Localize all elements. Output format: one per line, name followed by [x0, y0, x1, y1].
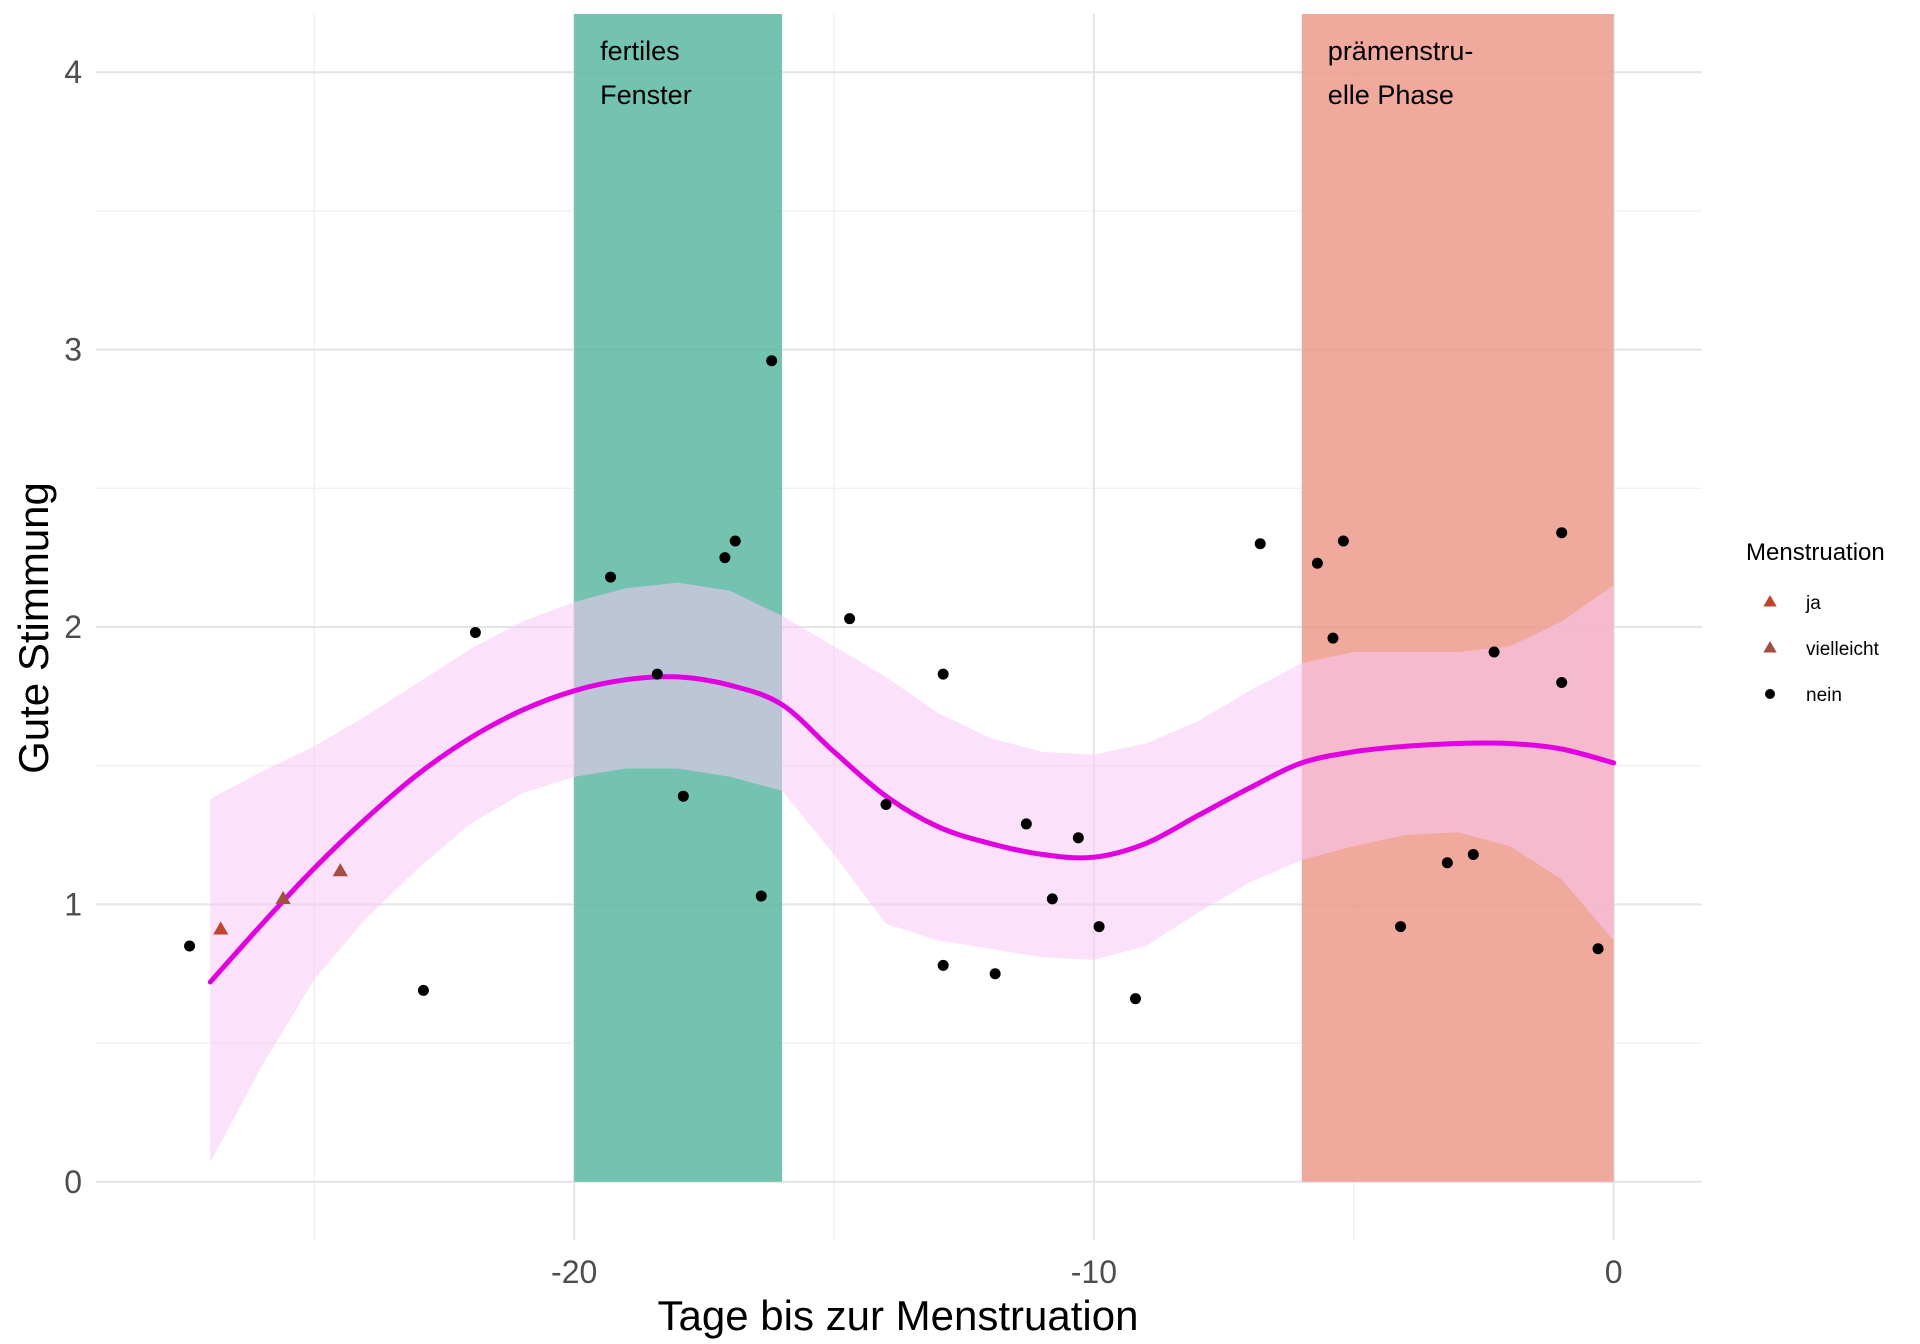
- premenstrual-phase-label-line: elle Phase: [1328, 80, 1454, 110]
- data-point-nein: [1093, 921, 1105, 933]
- y-tick-label: 3: [64, 332, 82, 368]
- data-point-nein: [1254, 538, 1266, 550]
- data-point-nein: [1072, 832, 1084, 844]
- legend: Menstruation ja vielleicht nein: [1746, 539, 1885, 706]
- y-tick-label: 1: [64, 886, 82, 922]
- data-point-nein: [766, 355, 778, 367]
- y-axis-label: Gute Stimmung: [10, 482, 57, 774]
- data-point-nein: [1395, 921, 1407, 933]
- data-point-vielleicht: [332, 863, 348, 877]
- legend-label-ja: ja: [1805, 593, 1821, 614]
- x-tick-label: -10: [1071, 1254, 1117, 1290]
- data-point-nein: [1556, 676, 1568, 688]
- data-point-nein: [1020, 818, 1032, 830]
- data-point-nein: [937, 959, 949, 971]
- y-tick-label: 4: [64, 54, 82, 90]
- phase-region-labels: fertiles Fenster prämenstru-elle Phase: [600, 36, 1473, 110]
- smooth-line-path: [207, 674, 1617, 985]
- data-point-nein: [1046, 893, 1058, 905]
- x-tick-label: -20: [551, 1254, 597, 1290]
- x-axis-ticks: -20 -10 0: [551, 1254, 1623, 1290]
- data-point-nein: [605, 571, 617, 583]
- data-point-nein: [755, 890, 767, 902]
- data-point-nein: [677, 790, 689, 802]
- confidence-band-area: [210, 582, 1614, 1163]
- data-point-nein: [184, 940, 196, 952]
- fertile-window-label-line: Fenster: [600, 80, 692, 110]
- premenstrual-phase-label-line: prämenstru-: [1328, 36, 1474, 66]
- legend-title: Menstruation: [1746, 539, 1885, 566]
- data-point-nein: [651, 668, 663, 680]
- data-point-nein: [719, 552, 731, 564]
- data-point-nein: [729, 535, 741, 547]
- data-point-nein: [844, 613, 856, 625]
- data-point-nein: [1556, 527, 1568, 539]
- premenstrual-phase-region: [1301, 14, 1614, 1182]
- data-point-nein: [1311, 557, 1323, 569]
- data-point-nein: [1129, 993, 1141, 1005]
- data-point-nein: [1441, 857, 1453, 869]
- legend-entries: ja vielleicht nein: [1763, 593, 1880, 706]
- legend-key-nein: [1765, 689, 1775, 699]
- data-point-nein: [989, 968, 1001, 980]
- fertile-window-label-line: fertiles: [600, 36, 680, 66]
- data-point-ja: [213, 921, 229, 935]
- legend-label-nein: nein: [1806, 685, 1842, 706]
- smooth-line: [207, 674, 1617, 985]
- data-points: [184, 355, 1604, 1005]
- legend-label-vielleicht: vielleicht: [1806, 639, 1880, 660]
- data-point-nein: [1327, 632, 1339, 644]
- legend-key-ja: [1763, 595, 1777, 607]
- data-point-vielleicht: [275, 890, 291, 905]
- data-point-nein: [417, 984, 429, 996]
- legend-key-vielleicht: [1763, 641, 1777, 653]
- y-tick-label: 0: [64, 1164, 82, 1200]
- data-point-nein: [880, 799, 892, 811]
- data-point-nein: [937, 668, 949, 680]
- data-point-nein: [1467, 848, 1479, 860]
- data-point-nein: [1488, 646, 1500, 658]
- x-axis-label: Tage bis zur Menstruation: [658, 1292, 1139, 1339]
- data-point-nein: [1592, 943, 1604, 955]
- data-point-nein: [469, 627, 481, 639]
- y-axis-ticks: 0 1 2 3 4: [64, 54, 82, 1200]
- data-point-nein: [1337, 535, 1349, 547]
- y-tick-label: 2: [64, 609, 82, 645]
- confidence-band: [210, 582, 1614, 1163]
- x-tick-label: 0: [1605, 1254, 1623, 1290]
